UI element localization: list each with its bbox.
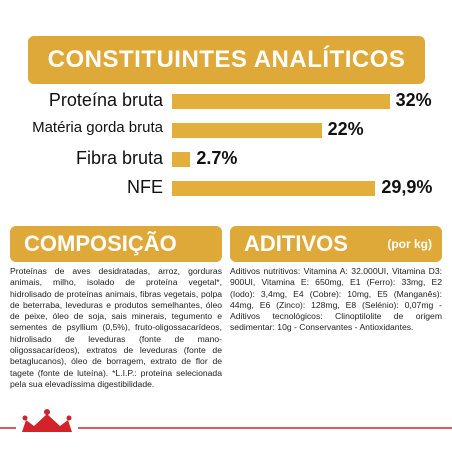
additives-header: ADITIVOS (por kg) [230, 226, 442, 262]
category-label: NFE [127, 177, 163, 197]
composition-header: COMPOSIÇÃO [10, 226, 222, 262]
category-label: Proteína bruta [48, 90, 163, 110]
bar [172, 94, 390, 109]
bar [172, 123, 322, 138]
category-label: Matéria gorda bruta [32, 119, 163, 136]
title-banner: CONSTITUINTES ANALÍTICOS [28, 36, 425, 84]
category-label: Fibra bruta [75, 148, 163, 168]
bar [172, 152, 191, 167]
additives-title: ADITIVOS [244, 231, 348, 256]
composition-text: Proteínas de aves desidratadas, arroz, g… [10, 266, 222, 389]
value-label: 29,9% [381, 177, 433, 197]
value-label: 2.7% [196, 148, 238, 168]
value-label: 22% [327, 119, 364, 139]
additives-text: Aditivos nutritivos: Vitamina A: 32.000U… [230, 266, 442, 333]
composition-title: COMPOSIÇÃO [24, 231, 177, 256]
value-label: 32% [395, 90, 432, 110]
additives-unit: (por kg) [387, 237, 432, 251]
bar [172, 181, 376, 196]
